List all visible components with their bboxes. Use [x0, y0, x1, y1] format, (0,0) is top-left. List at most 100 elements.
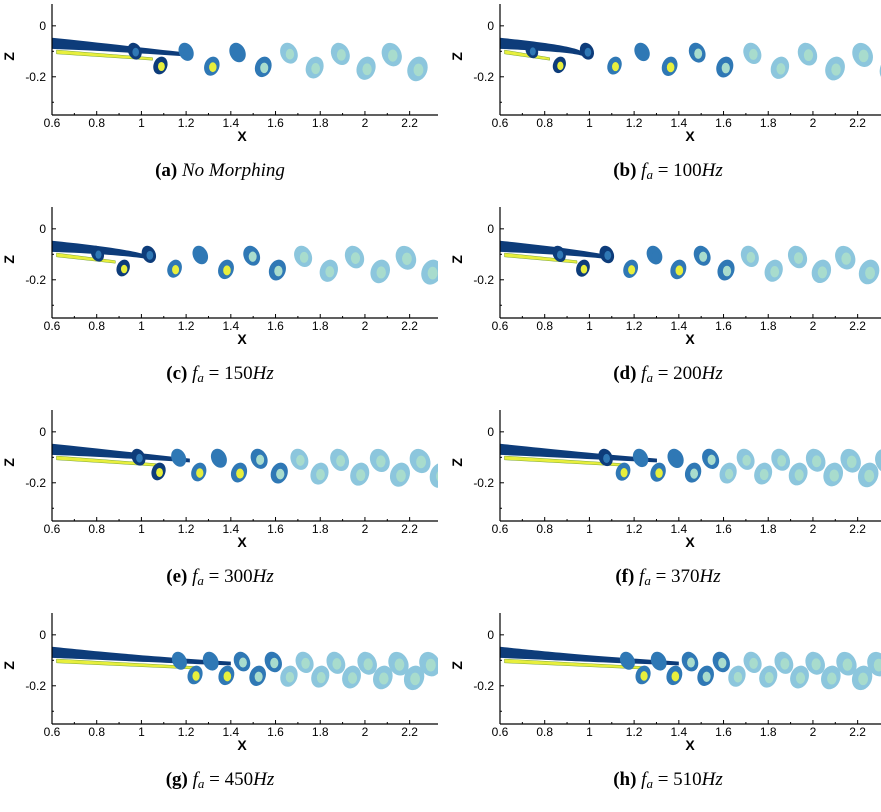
x-axis-label: X	[237, 737, 247, 753]
x-tick-label: 1	[586, 116, 593, 130]
x-tick-label: 0.8	[88, 725, 105, 739]
z-axis-label: Z	[1, 255, 17, 264]
vortex-core	[842, 658, 853, 671]
x-tick-label: 0.8	[536, 319, 553, 333]
vortex-core	[687, 657, 695, 668]
vortex-core	[637, 454, 646, 464]
vortex-core	[666, 62, 675, 73]
vortex-core	[236, 468, 244, 479]
x-tick-label: 1.6	[715, 319, 732, 333]
x-axis-label: X	[685, 128, 695, 144]
vortex-core	[671, 671, 680, 682]
x-tick-label: 1.6	[267, 116, 284, 130]
vortex-core	[350, 252, 361, 264]
vortex-core	[276, 468, 285, 480]
x-tick-label: 0.6	[492, 522, 509, 536]
x-tick-label: 1.8	[760, 725, 777, 739]
vortex-core	[628, 265, 636, 275]
x-tick-label: 2.2	[401, 522, 418, 536]
vortex-core	[316, 672, 326, 684]
caption-tag: (b)	[613, 160, 637, 181]
z-axis-label: Z	[449, 255, 465, 264]
vortex-core	[776, 63, 786, 75]
vortex-core	[136, 453, 143, 463]
caption-value: = 300	[203, 566, 253, 587]
vortex-field	[52, 240, 438, 285]
vortex-core	[764, 672, 774, 684]
vortex-core	[196, 468, 204, 478]
vortex-core	[675, 265, 684, 276]
vortex-core	[846, 455, 857, 468]
x-tick-label: 1.8	[760, 116, 777, 130]
vortex-core	[829, 469, 839, 482]
x-tick-label: 1.4	[670, 116, 687, 130]
vortex-core	[718, 657, 727, 669]
vortex-core	[410, 672, 421, 686]
x-tick-label: 2	[810, 116, 817, 130]
vortex	[429, 462, 438, 488]
vortex-core	[584, 47, 592, 57]
caption-unit: Hz	[253, 769, 275, 790]
vortex-core	[749, 48, 758, 60]
caption-tag: (h)	[613, 769, 637, 790]
vortex-core	[827, 672, 837, 685]
x-tick-label: 1	[586, 725, 593, 739]
figure-panel: 0.6 0.8 1 1.2 1.4 1.6 1.8 2 2.2 0 -0.2 X Z (d) fa = 2…	[448, 203, 881, 406]
vortex-core	[316, 469, 325, 481]
contour-plot-svg: 0.6 0.8 1 1.2 1.4 1.6 1.8 2 2.2 0 -0.2 X Z	[449, 207, 881, 347]
contour-plot: 0.6 0.8 1 1.2 1.4 1.6 1.8 2 2.2 0 -0.2 X Z	[0, 609, 440, 753]
vortex-core	[777, 455, 787, 467]
vortex-core	[794, 469, 804, 481]
vortex-core	[858, 672, 869, 686]
x-tick-label: 1.6	[267, 319, 284, 333]
caption-subscript: a	[646, 167, 653, 182]
vortex-core	[387, 49, 398, 62]
x-tick-label: 1.2	[178, 319, 195, 333]
vortex-core	[363, 658, 373, 671]
axes: 0.6 0.8 1 1.2 1.4 1.6 1.8 2 2.2 0 -0.2 X Z	[1, 410, 438, 550]
z-tick-label: 0	[39, 19, 46, 33]
x-axis-label: X	[237, 331, 247, 347]
vortex-core	[176, 657, 184, 667]
contour-plot: 0.6 0.8 1 1.2 1.4 1.6 1.8 2 2.2 0 -0.2 X Z	[448, 203, 881, 347]
axes: 0.6 0.8 1 1.2 1.4 1.6 1.8 2 2.2 0 -0.2 X Z	[1, 613, 438, 753]
vortex-core	[672, 454, 681, 465]
vortex-core	[394, 658, 405, 671]
caption-tag: (g)	[165, 769, 188, 790]
x-tick-label: 1.4	[222, 725, 239, 739]
z-axis-label: Z	[449, 661, 465, 670]
vortex-core	[651, 251, 660, 261]
caption-symbol: f	[641, 769, 647, 790]
vortex-core	[864, 469, 875, 483]
z-tick-label: 0	[39, 628, 46, 642]
z-tick-label: 0	[39, 222, 46, 236]
x-tick-label: 0.6	[44, 319, 61, 333]
vortex-core	[655, 657, 664, 668]
z-axis-label: Z	[1, 52, 17, 61]
x-tick-label: 1.2	[178, 522, 195, 536]
caption-symbol: f	[192, 363, 198, 384]
x-axis-label: X	[237, 128, 247, 144]
x-tick-label: 2	[810, 319, 817, 333]
vortex-core	[176, 454, 184, 464]
z-tick-label: 0	[487, 628, 494, 642]
x-tick-label: 1.2	[178, 116, 195, 130]
z-tick-label: 0	[487, 425, 494, 439]
vortex-core	[612, 61, 619, 72]
caption-value: = 200	[652, 363, 702, 384]
caption-tag: (c)	[166, 363, 188, 384]
axes: 0.6 0.8 1 1.2 1.4 1.6 1.8 2 2.2 0 -0.2 X Z	[1, 207, 438, 347]
panel-caption: (a) No Morphing	[0, 160, 440, 182]
caption-subscript: a	[646, 370, 653, 385]
vortex-core	[690, 468, 699, 479]
x-tick-label: 1.2	[626, 725, 643, 739]
x-tick-label: 2	[362, 522, 369, 536]
panel-caption: (g) fa = 450Hz	[0, 769, 440, 792]
vortex-core	[274, 265, 283, 277]
figure-panel: 0.6 0.8 1 1.2 1.4 1.6 1.8 2 2.2 0 -0.2 X Z (a) No Mor…	[0, 0, 440, 203]
vortex-core	[812, 455, 822, 468]
vortex-core	[332, 658, 342, 670]
x-tick-label: 0.6	[44, 522, 61, 536]
x-tick-label: 1.8	[312, 725, 329, 739]
vortex-core	[702, 671, 711, 683]
